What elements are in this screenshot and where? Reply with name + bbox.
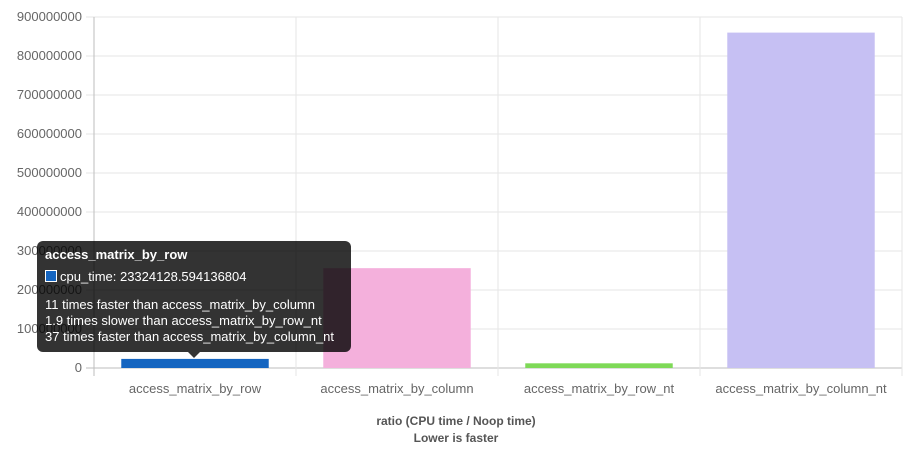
tooltip-value: cpu_time: 23324128.594136804 xyxy=(60,268,247,284)
tooltip-title: access_matrix_by_row xyxy=(45,247,188,262)
x-tick-label: access_matrix_by_column_nt xyxy=(715,381,887,396)
tooltip-footer: 11 times faster than access_matrix_by_co… xyxy=(45,297,343,345)
bars xyxy=(121,32,875,368)
bar-access-matrix-by-column-nt[interactable] xyxy=(727,32,875,368)
chart-tooltip: access_matrix_by_row cpu_time: 23324128.… xyxy=(37,241,351,358)
tooltip-footer-line: 1.9 times slower than access_matrix_by_r… xyxy=(45,313,322,328)
y-tick-label: 800000000 xyxy=(17,48,82,63)
x-tick-label: access_matrix_by_column xyxy=(320,381,473,396)
tooltip-footer-line: 37 times faster than access_matrix_by_co… xyxy=(45,329,335,344)
bar-access-matrix-by-row[interactable] xyxy=(121,358,269,368)
x-axis-ticks: access_matrix_by_row access_matrix_by_col… xyxy=(129,381,887,396)
tooltip-value-row: cpu_time: 23324128.594136804 xyxy=(45,267,343,285)
bar-access-matrix-by-row-nt[interactable] xyxy=(525,363,673,368)
y-tick-label: 0 xyxy=(75,360,82,375)
tooltip-footer-line: 11 times faster than access_matrix_by_co… xyxy=(45,297,315,312)
y-tick-label: 400000000 xyxy=(17,204,82,219)
y-tick-label: 600000000 xyxy=(17,126,82,141)
series-color-swatch xyxy=(45,270,57,282)
tooltip-caret xyxy=(188,352,200,358)
x-axis-title: ratio (CPU time / Noop time) xyxy=(376,414,535,428)
y-tick-label: 900000000 xyxy=(17,9,82,24)
y-tick-label: 500000000 xyxy=(17,165,82,180)
y-tick-label: 700000000 xyxy=(17,87,82,102)
x-axis-subtitle: Lower is faster xyxy=(414,431,499,445)
x-tick-label: access_matrix_by_row xyxy=(129,381,262,396)
x-tick-label: access_matrix_by_row_nt xyxy=(524,381,675,396)
